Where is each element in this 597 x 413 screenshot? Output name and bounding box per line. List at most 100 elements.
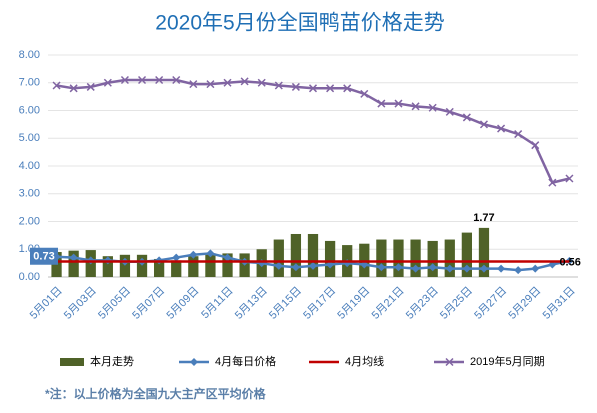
marker (497, 264, 506, 273)
bar (290, 233, 302, 277)
marker (274, 81, 283, 90)
bar (205, 253, 216, 277)
marker (257, 78, 266, 87)
y-tick-label: 4.00 (19, 160, 40, 172)
y-tick-label: 2.00 (19, 215, 40, 227)
y-tick-label: 6.00 (19, 104, 40, 116)
marker (479, 120, 488, 129)
marker (479, 264, 488, 273)
marker (206, 249, 215, 258)
bar (102, 256, 113, 277)
marker (206, 80, 215, 89)
x-tick-label: 5月23日 (404, 285, 441, 322)
marker (69, 84, 78, 93)
x-tick-label: 5月21日 (370, 285, 407, 322)
x-tick-label: 5月09日 (164, 285, 201, 322)
bar (222, 253, 233, 277)
bar (410, 239, 421, 277)
marker (223, 78, 232, 87)
marker (223, 253, 232, 262)
marker (377, 263, 386, 272)
x-tick-label: 5月17日 (301, 285, 338, 322)
bar (461, 232, 472, 277)
data-label-box (30, 247, 58, 265)
marker (86, 82, 95, 91)
marker (189, 80, 198, 89)
marker (309, 261, 317, 270)
data-label: 0.56 (559, 256, 580, 268)
marker (565, 174, 574, 183)
footnote: *注：以上价格为全国九大主产区平均价格 (45, 386, 267, 401)
marker (462, 113, 471, 122)
marker (308, 84, 318, 93)
x-tick-label: 5月01日 (28, 285, 65, 322)
y-tick-label: 7.00 (19, 77, 40, 89)
bar (478, 227, 490, 277)
marker (394, 263, 403, 272)
marker (445, 107, 454, 116)
y-tick-label: 5.00 (19, 132, 40, 144)
marker (462, 264, 471, 273)
x-tick-label: 5月25日 (438, 285, 475, 322)
marker (377, 99, 386, 108)
marker (138, 75, 147, 85)
marker (411, 102, 420, 111)
x-tick-label: 5月31日 (541, 285, 578, 322)
marker (411, 264, 420, 273)
bar (171, 260, 182, 277)
marker (274, 261, 283, 270)
data-label: 1.77 (473, 212, 494, 224)
marker (394, 99, 403, 108)
marker (240, 77, 249, 86)
x-tick-label: 5月05日 (96, 285, 133, 322)
bar (273, 239, 284, 277)
legend-label: 4月均线 (345, 354, 384, 368)
bar (376, 239, 387, 277)
marker (120, 75, 129, 85)
bar (119, 254, 131, 277)
marker (548, 178, 557, 187)
marker (291, 263, 300, 272)
marker (428, 103, 437, 112)
legend-marker (190, 358, 198, 366)
bar (324, 240, 336, 277)
y-tick-label: 0.00 (19, 271, 40, 283)
marker (514, 266, 523, 275)
marker (52, 81, 61, 90)
marker (291, 82, 300, 91)
y-tick-label: 8.00 (19, 49, 40, 61)
marker (103, 78, 112, 87)
x-tick-label: 5月15日 (267, 285, 304, 322)
marker (531, 264, 540, 273)
marker (326, 84, 335, 93)
bar (393, 239, 404, 277)
marker (445, 264, 454, 273)
legend-label: 4月每日价格 (215, 354, 276, 368)
x-tick-label: 5月11日 (199, 285, 235, 321)
legend-swatch (60, 358, 84, 366)
marker (531, 141, 540, 150)
x-tick-label: 5月07日 (130, 285, 167, 322)
bar (68, 250, 79, 277)
marker (172, 253, 181, 262)
marker (155, 75, 164, 85)
x-tick-label: 5月29日 (506, 285, 543, 322)
marker (360, 89, 369, 98)
bar (444, 239, 455, 277)
x-tick-label: 5月27日 (472, 285, 509, 322)
legend-label: 本月走势 (90, 354, 134, 368)
marker (69, 253, 78, 262)
x-tick-label: 5月03日 (62, 285, 99, 322)
marker (497, 124, 506, 133)
data-label: 0.73 (33, 251, 54, 263)
legend-label: 2019年5月同期 (470, 354, 545, 368)
x-tick-label: 5月19日 (335, 285, 372, 322)
bar (154, 258, 165, 277)
marker (172, 75, 181, 85)
bar (427, 240, 438, 277)
marker (514, 130, 523, 139)
y-tick-label: 3.00 (19, 188, 40, 200)
chart-title: 2020年5月份全国鸭苗价格走势 (155, 12, 444, 35)
